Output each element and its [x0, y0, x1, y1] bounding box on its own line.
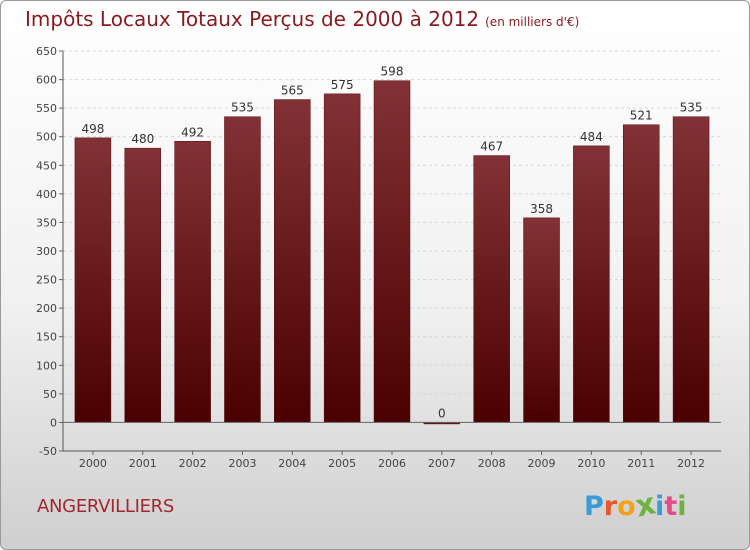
- y-tick-label: 200: [36, 302, 57, 315]
- logo-letter: i: [677, 491, 687, 522]
- bar-value-label: 535: [231, 101, 254, 115]
- chart-title: Impôts Locaux Totaux Perçus de 2000 à 20…: [25, 7, 579, 31]
- y-tick-label: 600: [36, 74, 57, 87]
- bar-value-label: 521: [630, 109, 653, 123]
- x-tick-label: 2010: [577, 457, 605, 470]
- y-tick-label: 400: [36, 188, 57, 201]
- y-tick-label: -50: [39, 445, 57, 458]
- y-tick-label: 650: [36, 45, 57, 58]
- x-tick-label: 2007: [428, 457, 456, 470]
- chart-title-main: Impôts Locaux Totaux Perçus de 2000 à 20…: [25, 7, 480, 31]
- y-tick-label: 450: [36, 159, 57, 172]
- x-tick-label: 2011: [627, 457, 655, 470]
- bar-value-label: 598: [381, 65, 404, 79]
- bar-2009: [523, 217, 560, 423]
- bar-value-label: 498: [81, 122, 104, 136]
- bar-value-label: 0: [438, 406, 446, 420]
- bar-value-label: 480: [131, 132, 154, 146]
- logo-letter: t: [664, 491, 678, 522]
- logo-letter: o: [617, 491, 636, 522]
- y-tick-label: 550: [36, 102, 57, 115]
- y-tick-label: 50: [43, 388, 57, 401]
- y-tick-label: 100: [36, 359, 57, 372]
- bar-value-label: 535: [680, 101, 703, 115]
- x-tick-label: 2006: [378, 457, 406, 470]
- bar-2004: [274, 99, 311, 423]
- x-tick-label: 2009: [528, 457, 556, 470]
- bar-2011: [622, 124, 660, 423]
- y-tick-label: 350: [36, 216, 57, 229]
- logo-letter: i: [655, 491, 665, 522]
- bar-2010: [573, 145, 610, 423]
- bar-2012: [672, 116, 710, 423]
- logo-letter: r: [603, 491, 618, 522]
- bar-2006: [373, 80, 411, 423]
- bar-2008: [473, 155, 510, 423]
- y-tick-label: 0: [50, 416, 57, 429]
- bar-2002: [174, 141, 211, 423]
- x-tick-label: 2003: [228, 457, 256, 470]
- x-tick-label: 2002: [179, 457, 207, 470]
- bar-value-label: 484: [580, 130, 603, 144]
- bar-value-label: 358: [530, 202, 553, 216]
- proxiti-logo[interactable]: Proxiti: [584, 486, 687, 524]
- x-tick-label: 2001: [129, 457, 157, 470]
- x-tick-label: 2004: [278, 457, 306, 470]
- town-name: ANGERVILLIERS: [37, 496, 175, 517]
- x-tick-label: 2000: [79, 457, 107, 470]
- bar-value-label: 467: [480, 140, 503, 154]
- bar-2005: [323, 93, 361, 423]
- x-tick-label: 2012: [677, 457, 705, 470]
- bar-2003: [224, 116, 261, 423]
- bar-value-label: 565: [281, 84, 304, 98]
- chart-subtitle: (en milliers d'€): [485, 15, 580, 29]
- y-tick-label: 300: [36, 245, 57, 258]
- bar-value-label: 575: [331, 78, 354, 92]
- y-tick-label: 150: [36, 331, 57, 344]
- bar-value-label: 492: [181, 125, 204, 139]
- bar-2001: [124, 147, 162, 423]
- y-tick-label: 500: [36, 131, 57, 144]
- x-tick-label: 2008: [478, 457, 506, 470]
- bar-2000: [74, 137, 112, 423]
- x-tick-label: 2005: [328, 457, 356, 470]
- y-tick-label: 250: [36, 274, 57, 287]
- logo-letter: P: [584, 491, 604, 522]
